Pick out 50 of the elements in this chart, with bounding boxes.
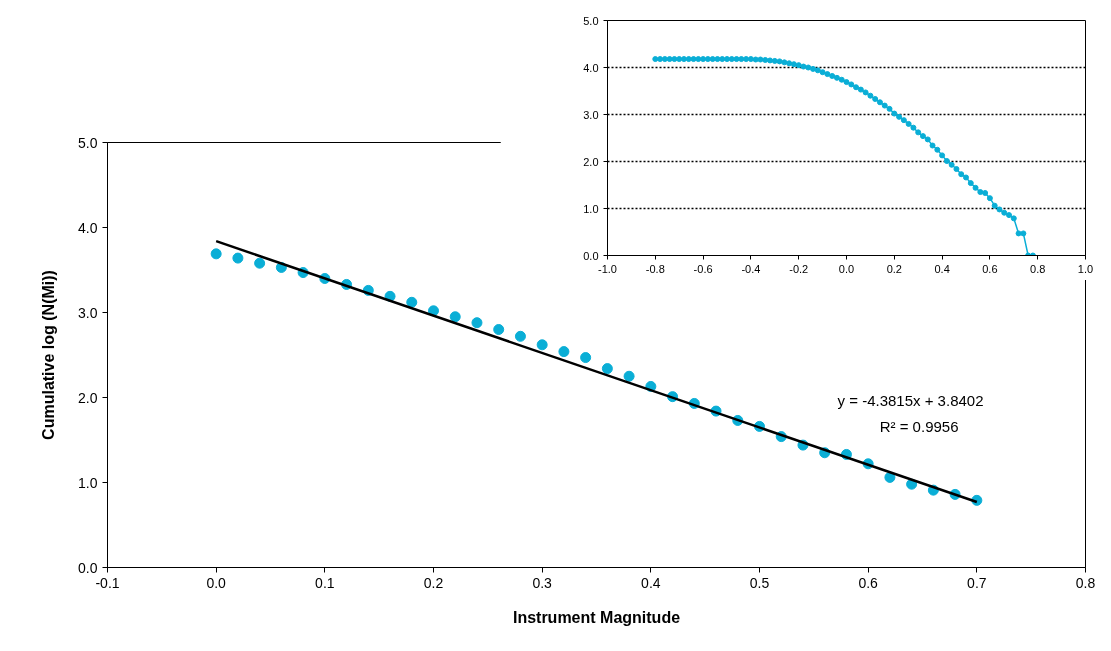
point	[558, 346, 570, 358]
y-tick-label: 1.0	[78, 474, 98, 491]
y-tick-label: 1.0	[583, 202, 599, 215]
x-tick-label: -0.4	[741, 262, 761, 275]
x-tick-label: 0.3	[532, 574, 553, 591]
y-tick-label: 0.0	[583, 249, 599, 262]
x-tick-label: -0.1	[95, 574, 120, 591]
y-tick-label: 4.0	[78, 219, 98, 236]
y-tick-label: 2.0	[78, 389, 98, 406]
y-tick-label: 4.0	[583, 61, 599, 74]
y-tick-label: 5.0	[78, 134, 98, 151]
x-tick-label: 0.8	[1075, 574, 1096, 591]
x-tick-label: 0.8	[1030, 262, 1046, 275]
point	[623, 370, 635, 382]
x-tick-label: 0.6	[858, 574, 879, 591]
point	[210, 248, 222, 260]
point	[580, 352, 592, 364]
x-tick-label: 0.4	[641, 574, 661, 591]
point	[449, 311, 461, 323]
y-tick-label: 0.0	[78, 559, 98, 576]
point	[254, 257, 266, 269]
point	[471, 317, 483, 329]
x-tick-label: 0.2	[886, 262, 902, 275]
y-tick-label: 2.0	[583, 155, 599, 168]
x-tick-label: -0.6	[693, 262, 713, 275]
point	[406, 296, 418, 308]
x-tick-label: 0.1	[315, 574, 335, 591]
annotation: y = -4.3815x + 3.8402	[837, 392, 984, 409]
x-tick-label: 0.2	[423, 574, 444, 591]
point	[536, 339, 548, 351]
x-axis-title: Instrument Magnitude	[512, 608, 681, 626]
annotation: R² = 0.9956	[879, 418, 959, 435]
point	[514, 330, 526, 342]
x-tick-label: 0.5	[749, 574, 770, 591]
point	[232, 252, 244, 264]
x-tick-label: 0.7	[967, 574, 987, 591]
point	[601, 363, 613, 375]
y-tick-label: 3.0	[583, 108, 599, 121]
x-tick-label: -0.8	[645, 262, 665, 275]
point	[493, 324, 505, 335]
x-tick-label: -1.0	[598, 262, 617, 275]
x-tick-label: 0.6	[982, 262, 998, 275]
x-tick-label: 0.4	[934, 262, 950, 275]
x-tick-label: 0.0	[206, 574, 227, 591]
y-tick-label: 3.0	[78, 304, 98, 321]
x-tick-label: 1.0	[1077, 262, 1094, 275]
x-tick-label: -0.2	[789, 262, 809, 275]
x-tick-label: 0.0	[838, 262, 855, 275]
y-axis-title: Cumulative log (N(Mi))	[40, 270, 58, 440]
y-tick-label: 5.0	[583, 14, 599, 27]
